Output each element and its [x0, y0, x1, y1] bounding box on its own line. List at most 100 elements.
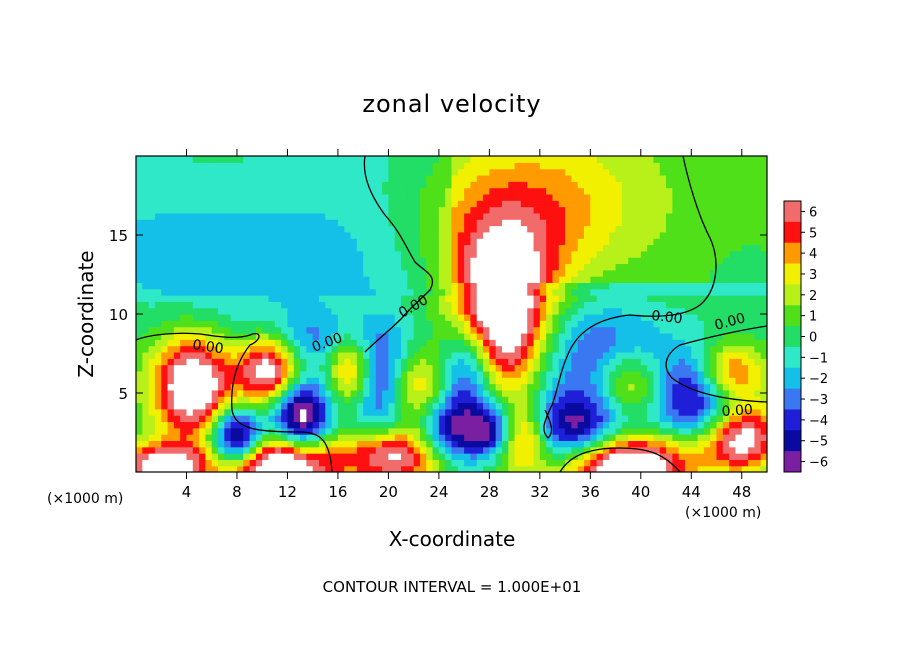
heatmap-cell: [577, 269, 585, 277]
heatmap-cell: [186, 339, 194, 347]
heatmap-cell: [369, 301, 377, 309]
heatmap-cell: [312, 276, 320, 283]
heatmap-cell: [489, 314, 497, 321]
heatmap-cell: [136, 377, 143, 385]
heatmap-cell: [640, 162, 648, 170]
heatmap-cell: [571, 174, 579, 182]
heatmap-cell: [666, 231, 673, 239]
heatmap-cell: [634, 181, 642, 189]
heatmap-cell: [161, 193, 169, 201]
heatmap-cell: [180, 187, 188, 195]
heatmap-cell: [520, 351, 528, 359]
heatmap-cell: [571, 434, 579, 441]
heatmap-cell: [546, 301, 554, 309]
heatmap-cell: [634, 200, 642, 208]
heatmap-cell: [533, 364, 541, 372]
heatmap-cell: [464, 269, 472, 277]
heatmap-cell: [268, 440, 276, 448]
heatmap-cell: [300, 263, 307, 271]
heatmap-cell: [192, 162, 200, 170]
heatmap-cell: [218, 257, 225, 265]
heatmap-cell: [306, 174, 314, 182]
heatmap-cell: [514, 434, 522, 441]
heatmap-cell: [401, 345, 408, 353]
heatmap-cell: [609, 295, 617, 302]
heatmap-cell: [401, 231, 408, 239]
heatmap-cell: [628, 295, 636, 302]
heatmap-cell: [300, 402, 307, 410]
heatmap-cell: [356, 446, 364, 454]
heatmap-cell: [697, 181, 705, 189]
heatmap-cell: [375, 263, 383, 271]
heatmap-cell: [401, 250, 408, 258]
heatmap-cell: [230, 434, 238, 441]
heatmap-cell: [154, 288, 162, 296]
heatmap-cell: [590, 276, 598, 283]
heatmap-cell: [590, 459, 598, 467]
heatmap-cell: [483, 276, 490, 283]
heatmap-cell: [558, 453, 566, 460]
heatmap-cell: [432, 212, 440, 220]
heatmap-cell: [634, 250, 642, 258]
heatmap-cell: [602, 320, 610, 328]
heatmap-cell: [470, 339, 478, 347]
heatmap-cell: [495, 402, 503, 410]
heatmap-cell: [672, 358, 680, 366]
heatmap-cell: [754, 174, 762, 182]
heatmap-cell: [154, 446, 162, 454]
heatmap-cell: [255, 250, 263, 258]
heatmap-cell: [180, 263, 188, 271]
heatmap-cell: [419, 212, 427, 220]
heatmap-cell: [489, 383, 497, 391]
heatmap-cell: [495, 244, 503, 252]
heatmap-cell: [451, 162, 459, 170]
heatmap-cell: [356, 225, 364, 233]
heatmap-cell: [344, 434, 352, 441]
heatmap-cell: [180, 345, 188, 353]
heatmap-cell: [205, 307, 213, 315]
heatmap-cell: [318, 193, 326, 201]
heatmap-cell: [218, 320, 225, 328]
heatmap-cell: [565, 421, 572, 429]
heatmap-cell: [255, 181, 263, 189]
heatmap-cell: [344, 320, 352, 328]
heatmap-cell: [306, 250, 314, 258]
heatmap-cell: [527, 244, 535, 252]
heatmap-cell: [628, 231, 636, 239]
heatmap-cell: [628, 250, 636, 258]
heatmap-cell: [451, 295, 459, 302]
heatmap-cell: [552, 408, 560, 416]
heatmap-cell: [142, 351, 150, 359]
heatmap-cell: [236, 389, 244, 397]
heatmap-cell: [312, 320, 320, 328]
heatmap-cell: [432, 314, 440, 321]
heatmap-cell: [748, 421, 755, 429]
heatmap-cell: [199, 434, 207, 441]
heatmap-cell: [199, 459, 207, 467]
heatmap-cell: [167, 231, 175, 239]
heatmap-cell: [224, 219, 232, 227]
heatmap-cell: [268, 332, 276, 340]
heatmap-cell: [546, 276, 554, 283]
heatmap-cell: [697, 174, 705, 182]
heatmap-cell: [419, 181, 427, 189]
heatmap-cell: [445, 440, 453, 448]
heatmap-cell: [691, 389, 699, 397]
heatmap-cell: [558, 269, 566, 277]
heatmap-cell: [546, 174, 554, 182]
heatmap-cell: [672, 162, 680, 170]
heatmap-cell: [489, 250, 497, 258]
heatmap-cell: [180, 320, 188, 328]
heatmap-cell: [369, 402, 377, 410]
heatmap-cell: [609, 231, 617, 239]
heatmap-cell: [262, 408, 270, 416]
heatmap-cell: [382, 421, 389, 429]
heatmap-cell: [584, 358, 591, 366]
heatmap-cell: [470, 434, 478, 441]
heatmap-cell: [325, 408, 333, 416]
heatmap-cell: [325, 370, 333, 378]
heatmap-cell: [287, 358, 295, 366]
heatmap-cell: [369, 174, 377, 182]
heatmap-cell: [691, 276, 699, 283]
heatmap-cell: [609, 427, 617, 435]
